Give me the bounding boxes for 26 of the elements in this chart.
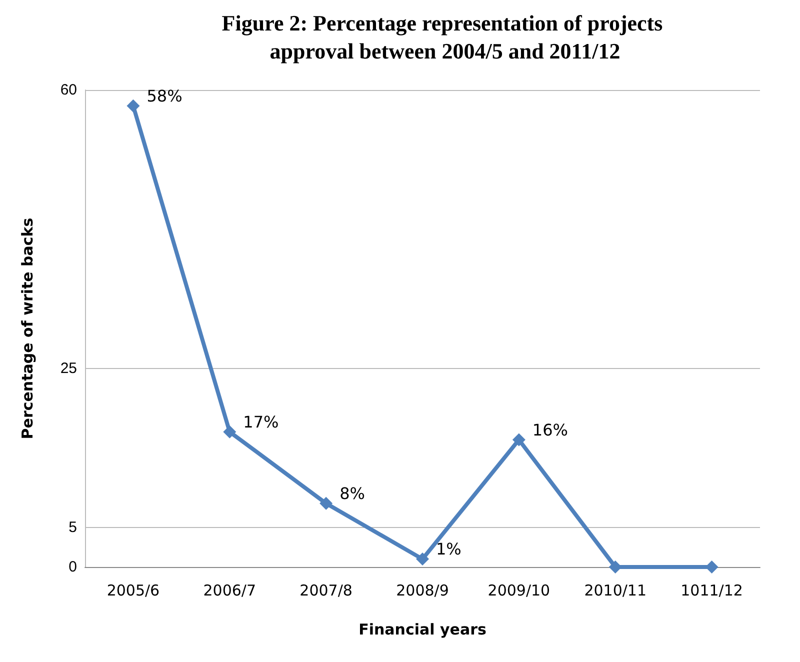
x-tick-label: 1011/12 — [680, 582, 743, 600]
point — [608, 560, 622, 574]
x-tick-label: 2010/11 — [584, 582, 647, 600]
point — [320, 496, 333, 510]
x-tick-label: 2006/7 — [203, 582, 256, 600]
point — [416, 552, 429, 566]
data-label: 58% — [146, 86, 182, 106]
x-tick-label: 2009/10 — [488, 582, 550, 600]
data-label: 8% — [340, 484, 365, 503]
x-tick-label: 2007/8 — [300, 582, 352, 600]
point — [223, 425, 236, 438]
y-tick-label: 5 — [68, 518, 77, 536]
y-tick-label: 60 — [60, 82, 77, 98]
y-tick-label: 0 — [68, 558, 77, 576]
y-tick-label: 25 — [60, 360, 77, 377]
data-label: 1% — [436, 540, 462, 559]
y-axis-title: Percentage of write backs — [18, 218, 36, 440]
x-tick-label: 2008/9 — [396, 582, 449, 600]
x-tick-label: 2005/6 — [106, 582, 160, 600]
point — [512, 433, 526, 446]
data-label: 17% — [243, 412, 279, 432]
point — [126, 99, 140, 112]
x-axis-title: Financial years — [358, 620, 486, 638]
chart-title: Figure 2: Percentage representation of projects approval between 2004/5 and 2011/12 — [222, 10, 668, 64]
data-label: 16% — [532, 420, 568, 440]
point — [705, 560, 718, 574]
